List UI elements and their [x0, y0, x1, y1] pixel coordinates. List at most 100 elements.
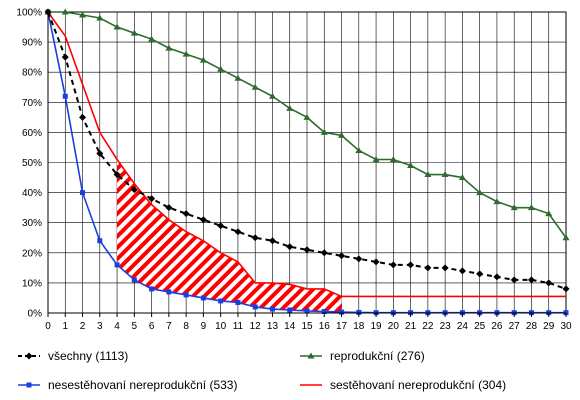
data-point	[355, 146, 363, 153]
x-tick-label: 9	[201, 321, 207, 332]
data-point	[217, 222, 225, 230]
y-tick-label: 100%	[16, 8, 42, 19]
x-tick-label: 29	[543, 321, 555, 332]
data-point	[199, 56, 207, 63]
series-1	[44, 8, 570, 241]
data-point	[286, 104, 294, 111]
data-point	[287, 307, 293, 313]
data-point	[148, 35, 156, 42]
x-tick-label: 15	[301, 321, 313, 332]
x-tick-label: 16	[319, 321, 331, 332]
data-point	[562, 234, 570, 241]
data-point	[25, 352, 33, 360]
data-point	[97, 238, 103, 244]
data-point	[234, 228, 242, 236]
legend-label: sestěhovaní nereprodukční (304)	[330, 378, 506, 392]
data-point	[268, 237, 276, 245]
data-point	[303, 113, 311, 120]
data-point	[182, 210, 190, 218]
x-tick-label: 1	[62, 321, 68, 332]
x-tick-label: 6	[149, 321, 155, 332]
data-point	[79, 113, 87, 121]
x-tick-label: 13	[267, 321, 279, 332]
x-tick-label: 26	[491, 321, 503, 332]
x-tick-label: 28	[526, 321, 538, 332]
y-tick-label: 50%	[22, 158, 42, 169]
data-point	[217, 65, 225, 72]
data-point	[338, 131, 346, 138]
data-point	[510, 276, 518, 284]
data-point	[269, 306, 275, 312]
data-point	[476, 270, 484, 278]
data-point	[458, 174, 466, 181]
data-point	[527, 276, 535, 284]
axes: 0%10%20%30%40%50%60%70%80%90%100%0 1 2 3 4 5 6…	[16, 8, 572, 333]
x-tick-label: 11	[233, 321, 244, 332]
data-point	[286, 243, 294, 251]
data-point	[562, 285, 570, 293]
y-tick-label: 40%	[22, 188, 42, 199]
series-0	[44, 8, 570, 293]
x-tick-label: 0	[45, 321, 51, 332]
data-point	[62, 93, 68, 99]
legend-item: nesestěhovaní nereprodukční (533)	[18, 378, 237, 392]
data-point	[218, 298, 224, 304]
data-point	[268, 92, 276, 99]
data-point	[61, 53, 69, 61]
x-tick-label: 21	[405, 321, 417, 332]
x-tick-label: 18	[353, 321, 365, 332]
legend-item: všechny (1113)	[18, 349, 128, 363]
data-point	[545, 279, 553, 287]
data-point	[79, 11, 87, 18]
legend-item: sestěhovaní nereprodukční (304)	[300, 378, 506, 392]
x-tick-label: 17	[336, 321, 348, 332]
data-point	[96, 149, 104, 157]
data-point	[407, 162, 415, 169]
data-point	[26, 382, 32, 388]
x-tick-label: 30	[560, 321, 572, 332]
x-tick-label: 4	[114, 321, 120, 332]
data-point	[372, 258, 380, 266]
series-line	[47, 11, 566, 298]
x-tick-label: 25	[474, 321, 486, 332]
data-point	[165, 204, 173, 212]
data-point	[441, 171, 449, 178]
x-tick-label: 3	[97, 321, 103, 332]
data-point	[166, 289, 172, 295]
data-point	[510, 204, 518, 211]
data-point	[61, 8, 69, 15]
data-point	[96, 14, 104, 21]
data-point	[339, 309, 345, 315]
data-point	[199, 216, 207, 224]
data-point	[114, 262, 120, 268]
y-tick-label: 90%	[22, 38, 42, 49]
data-point	[320, 128, 328, 135]
data-point	[527, 204, 535, 211]
hatched-region	[117, 159, 342, 313]
data-point	[407, 261, 415, 269]
data-point	[251, 83, 259, 90]
data-point	[476, 189, 484, 196]
data-point	[130, 29, 138, 36]
data-point	[321, 308, 327, 314]
legend: všechny (1113) reprodukční (276) nesestěho…	[18, 349, 506, 392]
x-tick-label: 24	[457, 321, 469, 332]
y-tick-label: 70%	[22, 98, 42, 109]
data-point	[303, 246, 311, 254]
series-3	[47, 11, 566, 298]
data-point	[183, 292, 189, 298]
data-point	[424, 171, 432, 178]
data-point	[304, 308, 310, 314]
data-point	[113, 23, 121, 30]
data-point	[355, 255, 363, 263]
x-tick-label: 22	[422, 321, 434, 332]
data-point	[338, 252, 346, 260]
hatched-area	[117, 159, 342, 313]
data-point	[389, 261, 397, 269]
data-point	[458, 267, 466, 275]
data-point	[148, 195, 156, 203]
data-point	[252, 304, 258, 310]
series-lines	[44, 8, 570, 316]
data-point	[80, 190, 86, 196]
